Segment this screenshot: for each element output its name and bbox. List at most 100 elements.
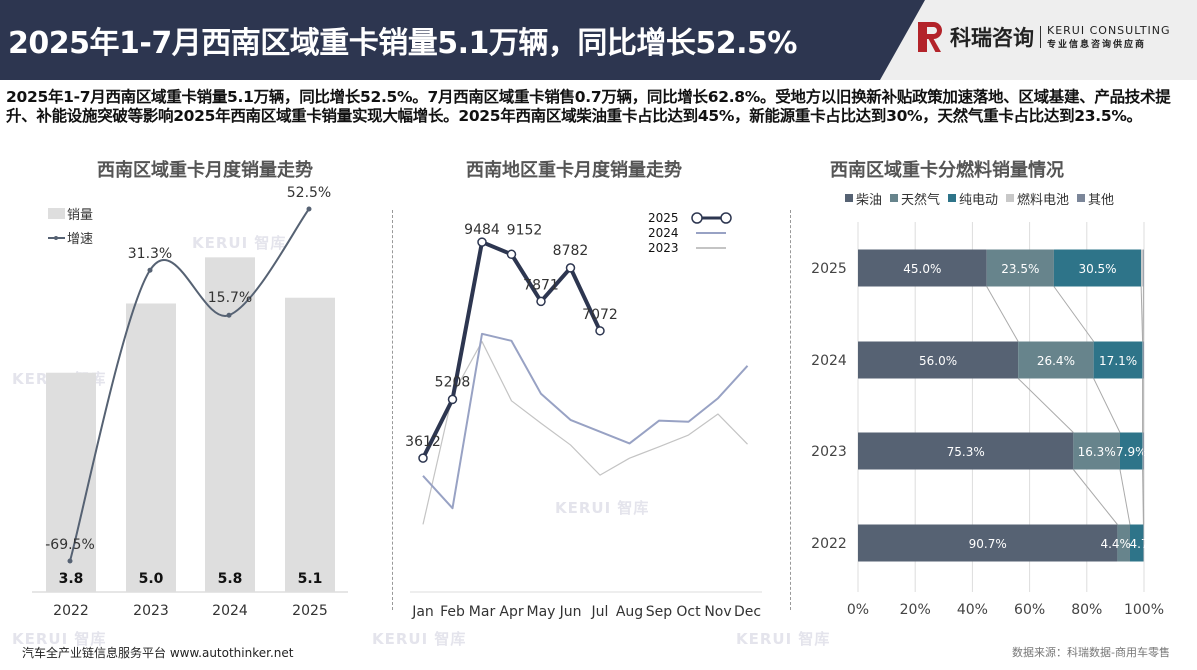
bar-segment-天然气 xyxy=(1018,341,1094,379)
footer-source-platform: 汽车全产业链信息服务平台 www.autothinker.net xyxy=(22,646,294,660)
growth-label: 31.3% xyxy=(128,246,172,262)
data-label: 7871 xyxy=(523,277,559,293)
legend-label: 燃料电池 xyxy=(1017,192,1069,208)
x-tick-label: Jul xyxy=(591,604,609,620)
segment-label: 30.5% xyxy=(1078,262,1116,276)
point-2025 xyxy=(447,394,458,405)
segment-label: 75.3% xyxy=(947,445,985,459)
bar-segment-天然气 xyxy=(1073,432,1120,470)
bar-2025 xyxy=(285,297,335,592)
x-tick-label: 2025 xyxy=(292,603,328,619)
series-connector xyxy=(1053,286,1095,342)
legend-label: 天然气 xyxy=(901,192,940,208)
point-2025 xyxy=(418,453,428,463)
segment-label: 7.9% xyxy=(1116,445,1147,459)
bar-segment-天然气 xyxy=(986,249,1054,287)
bar-segment-柴油 xyxy=(858,341,1019,379)
legend-line-marker xyxy=(54,236,58,240)
divider xyxy=(392,210,393,610)
point-2025 xyxy=(595,326,605,336)
bar-segment-纯电动 xyxy=(1129,524,1144,562)
bar-2024 xyxy=(205,257,255,592)
x-tick-label: Jan xyxy=(411,604,434,620)
legend-swatch xyxy=(845,194,853,202)
y-tick-label: 2022 xyxy=(811,536,847,552)
bar-segment-柴油 xyxy=(858,524,1118,562)
bar-segment-燃料电池 xyxy=(1142,432,1144,470)
logo-en: KERUI CONSULTING xyxy=(1047,24,1171,37)
series-connector xyxy=(1119,469,1131,525)
x-tick-label: Nov xyxy=(704,604,731,620)
point-2025 xyxy=(477,237,487,247)
x-tick-label: Feb xyxy=(440,604,465,620)
chart3-title: 西南区域重卡分燃料销量情况 xyxy=(830,160,1064,181)
bar-segment-其他 xyxy=(1143,432,1144,470)
chart2-title: 西南地区重卡月度销量走势 xyxy=(466,160,682,181)
watermark: KERUI 智库 xyxy=(372,630,467,648)
x-tick-label: 100% xyxy=(1124,602,1164,618)
bar-segment-纯电动 xyxy=(1093,341,1143,379)
segment-label: 17.1% xyxy=(1099,354,1137,368)
y-tick-label: 2024 xyxy=(811,353,847,369)
point-2025 xyxy=(565,263,576,273)
x-tick-label: 2022 xyxy=(53,603,89,619)
series-connector xyxy=(1142,469,1145,525)
bar-2023 xyxy=(126,303,176,592)
segment-label: 4.7% xyxy=(1129,537,1160,551)
series-connector xyxy=(1072,469,1118,525)
x-tick-label: Mar xyxy=(469,604,496,620)
x-tick-label: 2024 xyxy=(212,603,248,619)
data-label: 8782 xyxy=(553,243,589,259)
legend-marker xyxy=(720,212,732,224)
legend-label: 纯电动 xyxy=(959,193,998,208)
bar-segment-柴油 xyxy=(858,249,987,287)
legend-marker xyxy=(691,212,703,224)
legend-label: 增速 xyxy=(67,232,93,247)
legend-label: 销量 xyxy=(67,208,93,223)
series-connector xyxy=(1140,286,1144,342)
header: 2025年1-7月西南区域重卡销量5.1万辆，同比增长52.5% 科瑞咨询 KE… xyxy=(0,0,1197,80)
bar-label: 5.8 xyxy=(218,571,243,587)
logo-tagline: 专业信息咨询供应商 xyxy=(1047,40,1147,50)
growth-point xyxy=(147,267,153,273)
page-title: 2025年1-7月西南区域重卡销量5.1万辆，同比增长52.5% xyxy=(8,26,797,61)
x-tick-label: 2023 xyxy=(133,603,169,619)
segment-label: 4.4% xyxy=(1100,537,1131,551)
x-tick-label: Oct xyxy=(676,604,701,620)
legend-swatch xyxy=(1006,194,1014,202)
summary-text: 2025年1-7月西南区域重卡销量5.1万辆，同比增长52.5%。7月西南区域重… xyxy=(6,88,1171,125)
data-label: 9484 xyxy=(464,222,500,238)
data-label: 3612 xyxy=(405,434,441,450)
bar-segment-其他 xyxy=(1143,249,1144,287)
growth-point xyxy=(226,312,232,318)
y-tick-label: 2025 xyxy=(811,261,847,277)
bar-label: 5.1 xyxy=(298,571,323,587)
data-label: 9152 xyxy=(507,222,543,238)
growth-label: 52.5% xyxy=(287,185,331,201)
segment-label: 45.0% xyxy=(903,262,941,276)
bar-segment-燃料电池 xyxy=(1141,249,1144,287)
legend-label: 2023 xyxy=(648,241,679,255)
segment-label: 23.5% xyxy=(1001,262,1039,276)
legend-swatch xyxy=(1077,194,1085,202)
bar-segment-柴油 xyxy=(858,432,1074,470)
bar-segment-其他 xyxy=(1143,341,1144,379)
line-2024 xyxy=(422,332,749,510)
legend-label: 其他 xyxy=(1088,193,1114,208)
x-tick-label: Aug xyxy=(616,604,643,620)
logo-icon xyxy=(918,22,944,52)
series-connector xyxy=(986,286,1019,342)
bar-label: 3.8 xyxy=(59,571,84,587)
x-tick-label: 40% xyxy=(957,602,988,618)
legend-label: 柴油 xyxy=(856,193,882,208)
bar-segment-纯电动 xyxy=(1119,432,1143,470)
x-tick-label: 0% xyxy=(847,602,869,618)
divider xyxy=(790,210,791,610)
legend-swatch xyxy=(948,194,956,202)
legend-bar-swatch xyxy=(48,208,65,219)
line-2025 xyxy=(421,240,602,460)
growth-point xyxy=(306,206,312,212)
bar-segment-天然气 xyxy=(1117,524,1130,562)
y-tick-label: 2023 xyxy=(811,444,847,460)
logo-separator xyxy=(1040,26,1041,48)
